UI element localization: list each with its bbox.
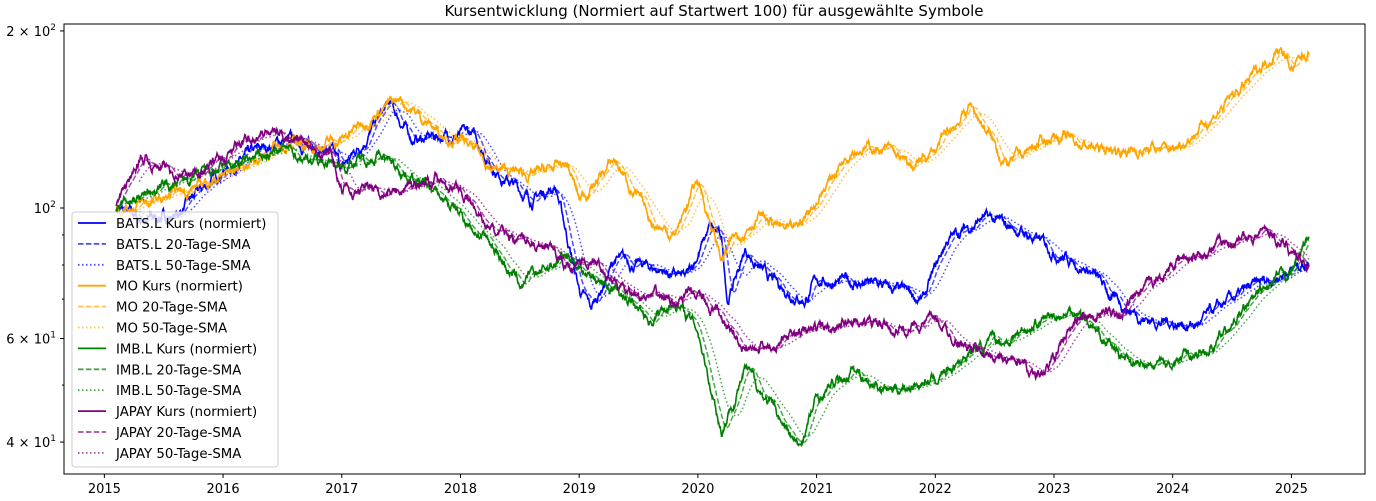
legend-label: IMB.L 50-Tage-SMA — [116, 384, 241, 399]
x-axis: 2015 2016 2017 2018 2019 2020 2021 2022 2023 2024… — [88, 474, 1308, 497]
x-tick-label: 2021 — [800, 482, 833, 497]
y-axis: 2 × 102 102 6 × 101 4 × 101 — [6, 23, 64, 451]
legend-label: MO Kurs (normiert) — [116, 280, 243, 295]
y-tick-label: 6 × 101 — [6, 330, 56, 347]
x-tick-label: 2017 — [325, 482, 358, 497]
bats-l-sma20-line — [125, 102, 1310, 328]
legend-label: MO 20-Tage-SMA — [116, 301, 227, 316]
y-tick-label: 2 × 102 — [6, 23, 56, 40]
mo-sma50-line — [139, 56, 1309, 246]
x-tick-label: 2020 — [681, 482, 714, 497]
imb-l-price-line — [115, 142, 1310, 448]
mo-price-line — [115, 47, 1310, 263]
x-tick-label: 2016 — [207, 482, 240, 497]
y-tick-label: 102 — [34, 200, 56, 217]
legend-label: BATS.L 50-Tage-SMA — [116, 259, 251, 274]
bats-l-sma50-line — [139, 109, 1310, 327]
legend-label: BATS.L Kurs (normiert) — [116, 217, 266, 232]
legend-label: IMB.L Kurs (normiert) — [116, 342, 257, 357]
imb-l-sma20-line — [124, 145, 1310, 444]
x-tick-label: 2022 — [919, 482, 952, 497]
plot-frame — [63, 23, 1366, 475]
legend-label: JAPAY 50-Tage-SMA — [115, 447, 241, 462]
mo-sma20-line — [125, 50, 1310, 256]
legend-label: JAPAY Kurs (normiert) — [115, 405, 257, 420]
legend-label: IMB.L 20-Tage-SMA — [116, 363, 241, 378]
legend-box — [71, 211, 279, 468]
japay-price-line — [115, 125, 1310, 382]
japay-sma50-line — [138, 131, 1310, 373]
chart-title: Kursentwicklung (Normiert auf Startwert … — [444, 2, 983, 20]
x-tick-label: 2023 — [1037, 482, 1070, 497]
legend: BATS.L Kurs (normiert) BATS.L 20-Tage-SMA… — [71, 211, 279, 468]
legend-label: BATS.L 20-Tage-SMA — [116, 238, 251, 253]
x-tick-label: 2024 — [1156, 482, 1189, 497]
japay-sma20-line — [124, 130, 1310, 376]
x-tick-label: 2025 — [1275, 482, 1308, 497]
x-tick-label: 2018 — [444, 482, 477, 497]
legend-label: MO 50-Tage-SMA — [116, 322, 227, 337]
series-lines — [115, 47, 1310, 448]
x-tick-label: 2019 — [563, 482, 596, 497]
imb-l-sma50-line — [139, 148, 1310, 438]
y-tick-label: 4 × 101 — [6, 434, 56, 451]
legend-label: JAPAY 20-Tage-SMA — [115, 426, 241, 441]
x-tick-label: 2015 — [88, 482, 121, 497]
